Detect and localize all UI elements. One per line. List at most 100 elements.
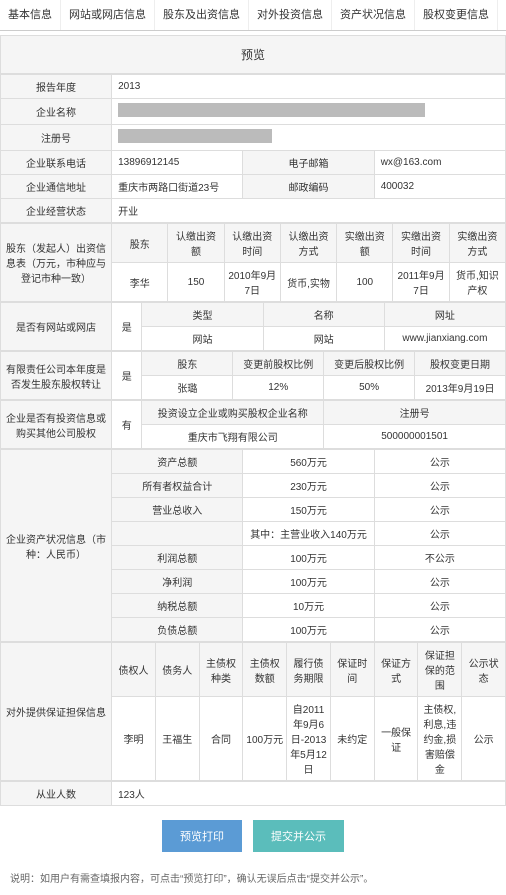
extinv-table: 企业是否有投资信息或购买其他公司股权有 投资设立企业或购买股权企业名称注册号 重… (0, 400, 506, 449)
asset-cell: 公示 (374, 522, 505, 546)
asset-cell: 公示 (374, 498, 505, 522)
phone-val: 13896912145 (112, 151, 243, 175)
eh3: 股权变更日期 (415, 352, 506, 376)
emp-table: 从业人数123人 (0, 781, 506, 806)
gr3: 100万元 (243, 697, 287, 781)
asset-cell: 公示 (374, 618, 505, 642)
ih1: 认缴出资额 (168, 224, 224, 263)
eh1: 变更前股权比例 (233, 352, 324, 376)
tab-4[interactable]: 资产状况信息 (332, 0, 415, 30)
asset-cell: 公示 (374, 594, 505, 618)
xh0: 投资设立企业或购买股权企业名称 (142, 401, 324, 425)
asset-cell: 负债总额 (112, 618, 243, 642)
site-table: 是否有网站或网店是 类型名称网址 网站网站www.jianxiang.com (0, 302, 506, 351)
note: 说明：如用户有需查填报内容，可点击“预览打印”，确认无误后点击“提交并公示”。 (0, 866, 506, 895)
asset-cell: 其中：主营业收入140万元 (243, 522, 374, 546)
zip-lbl: 邮政编码 (243, 175, 374, 199)
asset-cell: 所有者权益合计 (112, 474, 243, 498)
emp-val: 123人 (112, 782, 506, 806)
asset-cell: 利润总额 (112, 546, 243, 570)
addr-val: 重庆市两路口街道23号 (112, 175, 243, 199)
asset-cell: 10万元 (243, 594, 374, 618)
er3: 2013年9月19日 (415, 376, 506, 400)
er2: 50% (324, 376, 415, 400)
xh1: 注册号 (324, 401, 506, 425)
ih0: 股东 (112, 224, 168, 263)
gh1: 债务人 (155, 643, 199, 697)
ir1: 150 (168, 263, 224, 302)
extinv-val: 有 (112, 401, 142, 449)
phone-lbl: 企业联系电话 (1, 151, 112, 175)
zip-val: 400032 (374, 175, 505, 199)
equity-val: 是 (112, 352, 142, 400)
equity-lbl: 有限责任公司本年度是否发生股东股权转让 (1, 352, 112, 400)
er1: 12% (233, 376, 324, 400)
site-lbl: 是否有网站或网店 (1, 303, 112, 351)
gr4: 自2011年9月6日-2013年5月12日 (287, 697, 331, 781)
gr6: 一般保证 (374, 697, 418, 781)
email-val: wx@163.com (374, 151, 505, 175)
gr7: 主债权,利息,违约金,损害赔偿金 (418, 697, 462, 781)
tab-2[interactable]: 股东及出资信息 (155, 0, 249, 30)
year-lbl: 报告年度 (1, 75, 112, 99)
sr1: 网站 (263, 327, 384, 351)
gh8: 公示状态 (462, 643, 506, 697)
asset-cell: 230万元 (243, 474, 374, 498)
ih4: 实缴出资额 (337, 224, 393, 263)
print-button[interactable]: 预览打印 (162, 820, 242, 852)
status-lbl: 企业经营状态 (1, 199, 112, 223)
sh2: 网址 (384, 303, 505, 327)
tab-3[interactable]: 对外投资信息 (249, 0, 332, 30)
gh6: 保证方式 (374, 643, 418, 697)
asset-cell (112, 522, 243, 546)
tab-0[interactable]: 基本信息 (0, 0, 61, 30)
gr8: 公示 (462, 697, 506, 781)
ih3: 认缴出资方式 (280, 224, 336, 263)
guarantee-table: 对外提供保证担保信息 债权人债务人主债权种类主债权数额履行债务期限保证时间保证方… (0, 642, 506, 781)
ir0: 李华 (112, 263, 168, 302)
gh3: 主债权数额 (243, 643, 287, 697)
asset-cell: 不公示 (374, 546, 505, 570)
asset-cell: 560万元 (243, 450, 374, 474)
asset-cell: 100万元 (243, 546, 374, 570)
asset-cell: 公示 (374, 474, 505, 498)
asset-lbl: 企业资产状况信息（市种：人民币） (1, 450, 112, 642)
ir3: 货币,实物 (280, 263, 336, 302)
asset-cell: 净利润 (112, 570, 243, 594)
ir5: 2011年9月7日 (393, 263, 449, 302)
asset-cell: 营业总收入 (112, 498, 243, 522)
submit-button[interactable]: 提交并公示 (253, 820, 344, 852)
gr5: 未约定 (330, 697, 374, 781)
asset-cell: 100万元 (243, 618, 374, 642)
site-val: 是 (112, 303, 142, 351)
eh0: 股东 (142, 352, 233, 376)
ir4: 100 (337, 263, 393, 302)
ir2: 2010年9月7日 (224, 263, 280, 302)
asset-table: 企业资产状况信息（市种：人民币）资产总额560万元公示所有者权益合计230万元公… (0, 449, 506, 642)
year-val: 2013 (112, 75, 506, 99)
emp-lbl: 从业人数 (1, 782, 112, 806)
guarantee-lbl: 对外提供保证担保信息 (1, 643, 112, 781)
tab-1[interactable]: 网站或网店信息 (61, 0, 155, 30)
gr2: 合同 (199, 697, 243, 781)
gh2: 主债权种类 (199, 643, 243, 697)
gh5: 保证时间 (330, 643, 374, 697)
er0: 张璐 (142, 376, 233, 400)
sh0: 类型 (142, 303, 263, 327)
tab-5[interactable]: 股权变更信息 (415, 0, 498, 30)
ir6: 货币,知识产权 (449, 263, 505, 302)
ih2: 认缴出资时间 (224, 224, 280, 263)
sr2: www.jianxiang.com (384, 327, 505, 351)
sr0: 网站 (142, 327, 263, 351)
asset-cell: 纳税总额 (112, 594, 243, 618)
gh0: 债权人 (112, 643, 156, 697)
regno-val (112, 125, 506, 151)
xr0: 重庆市飞翔有限公司 (142, 425, 324, 449)
tab-6[interactable]: 对外担保信息 (498, 0, 506, 30)
xr1: 500000001501 (324, 425, 506, 449)
buttons: 预览打印 提交并公示 (0, 806, 506, 866)
name-lbl: 企业名称 (1, 99, 112, 125)
equity-table: 有限责任公司本年度是否发生股东股权转让是 股东变更前股权比例变更后股权比例股权变… (0, 351, 506, 400)
gh7: 保证担保的范围 (418, 643, 462, 697)
regno-lbl: 注册号 (1, 125, 112, 151)
